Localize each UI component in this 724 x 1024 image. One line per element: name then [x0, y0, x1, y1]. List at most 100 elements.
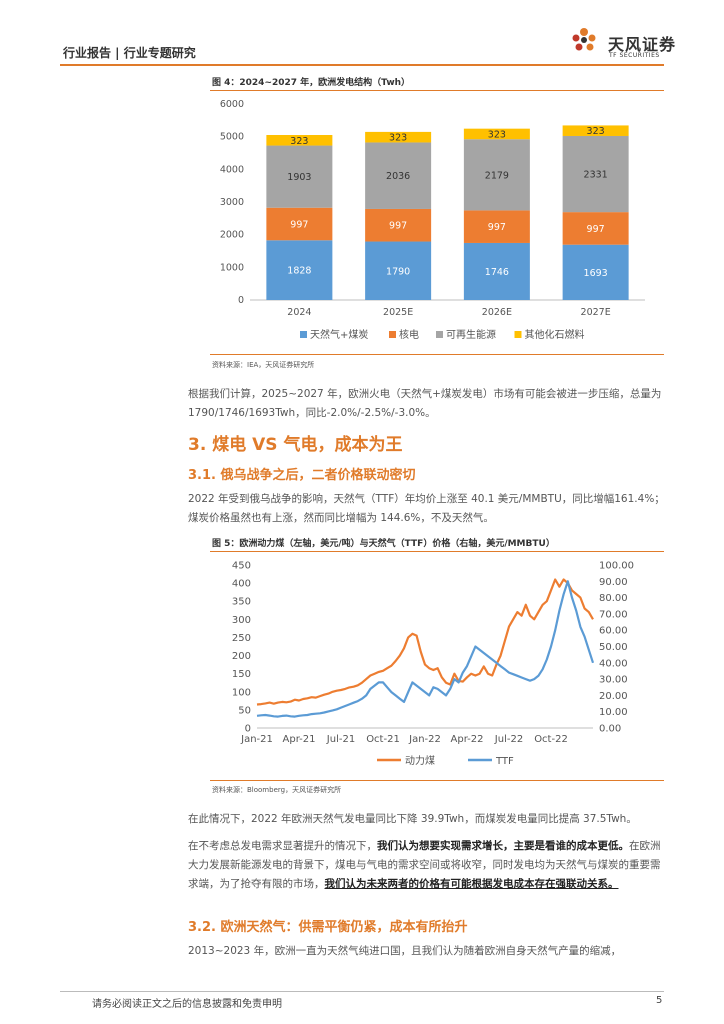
bar-segment	[463, 210, 530, 243]
left-tick-label: 100	[232, 687, 251, 698]
right-tick-label: 20.00	[599, 691, 628, 702]
left-tick-label: 50	[238, 705, 251, 716]
p4-part-a: 在不考虑总发电需求显著提升的情况下，	[188, 840, 377, 852]
legend-swatch	[436, 331, 443, 338]
right-tick-label: 40.00	[599, 658, 628, 669]
data-label: 1903	[287, 172, 311, 183]
series-line-ttf	[256, 580, 595, 718]
left-tick-label: 150	[232, 669, 251, 680]
logo-cn-text: 天风证券	[608, 35, 677, 54]
footer-disclaimer: 请务必阅读正文之后的信息披露和免责申明	[92, 999, 282, 1010]
right-tick-label: 10.00	[599, 707, 628, 718]
x-tick-label: Oct-21	[366, 734, 400, 745]
legend-label: TTF	[495, 756, 514, 767]
data-label: 1790	[386, 266, 410, 277]
bar-segment	[266, 135, 333, 146]
y-tick-label: 3000	[220, 197, 244, 208]
header-divider	[60, 64, 664, 66]
x-tick-label: Apr-22	[451, 734, 484, 745]
left-tick-label: 300	[232, 615, 251, 626]
bar-segment	[365, 142, 432, 209]
bar-segment	[562, 212, 629, 245]
x-tick-label: 2025E	[383, 307, 413, 318]
legend-label: 其他化石燃料	[525, 328, 585, 341]
p4-part-b: 我们认为想要实现需求增长，主要是看谁的成本更低。	[377, 840, 629, 852]
fig4-source: 资料来源：IEA，天风证券研究所	[212, 361, 315, 369]
data-label: 2331	[584, 170, 608, 181]
legend-label: 天然气+煤炭	[310, 328, 368, 341]
legend-label: 核电	[399, 328, 419, 341]
p4-part-c: 在欧洲大力发展新能源发电的背景下，煤电与气电的需求空间或将收窄，同时发电均为天然…	[188, 840, 661, 890]
data-label: 1746	[485, 267, 509, 278]
y-tick-label: 5000	[220, 132, 244, 143]
bar-segment	[266, 207, 333, 241]
x-tick-label: Jul-22	[494, 734, 523, 745]
paragraph-1: 根据我们计算，2025~2027 年，欧洲火电（天然气+煤炭发电）市场有可能会被…	[188, 388, 662, 419]
x-tick-label: Jan-21	[240, 734, 273, 745]
bar-segment	[463, 128, 530, 140]
right-tick-label: 30.00	[599, 675, 628, 686]
bar-segment	[365, 208, 432, 242]
page-number: 5	[656, 995, 663, 1006]
subsection-heading-3-2: 3.2. 欧洲天然气：供需平衡仍紧，成本有所抬升	[188, 920, 468, 935]
left-tick-label: 200	[232, 651, 251, 662]
data-label: 1828	[287, 266, 311, 277]
x-tick-label: 2026E	[482, 307, 512, 318]
right-tick-label: 0.00	[599, 724, 621, 735]
right-tick-label: 50.00	[599, 642, 628, 653]
data-label: 323	[488, 129, 506, 140]
bar-segment	[463, 139, 530, 211]
p4-part-d: 我们认为未来两者的价格有可能根据发电成本存在强联动关系。	[324, 878, 619, 890]
left-tick-label: 0	[245, 724, 251, 735]
fig4-title: 图 4：2024~2027 年，欧洲发电结构（Twh）	[212, 78, 411, 88]
logo-en-text: TF SECURITIES	[609, 52, 660, 59]
paragraph-5: 2013~2023 年，欧洲一直为天然气纯进口国，且我们认为随着欧洲自身天然气产…	[188, 945, 622, 957]
data-label: 323	[290, 136, 308, 147]
data-label: 323	[587, 126, 605, 137]
bar-segment	[463, 242, 530, 300]
bar-segment	[562, 135, 629, 213]
fig5-top-rule	[210, 551, 664, 552]
subsection-heading-3-1: 3.1. 俄乌战争之后，二者价格联动密切	[188, 468, 416, 483]
data-label: 997	[587, 224, 605, 235]
right-tick-label: 100.00	[599, 561, 634, 572]
data-label: 997	[290, 220, 308, 231]
x-tick-label: 2024	[287, 307, 311, 318]
data-label: 2179	[485, 170, 509, 181]
bar-segment	[562, 125, 629, 136]
paragraph-3: 在此情况下，2022 年欧洲天然气发电量同比下降 39.9Twh，而煤炭发电量同…	[188, 813, 637, 825]
legend-swatch	[300, 331, 307, 338]
power-structure-chart: 0 1000 2000 3000 4000 5000 6000 1828 997 1903 323 2…	[220, 99, 645, 341]
bar-segment	[365, 131, 432, 143]
footer-divider	[60, 991, 664, 992]
right-tick-label: 70.00	[599, 609, 628, 620]
fig4-bottom-rule	[210, 354, 664, 355]
x-tick-label: Apr-21	[283, 734, 316, 745]
y-tick-label: 2000	[220, 230, 244, 241]
y-tick-label: 6000	[220, 99, 244, 110]
left-tick-label: 400	[232, 579, 251, 590]
right-tick-label: 60.00	[599, 626, 628, 637]
legend-swatch	[389, 331, 396, 338]
fig5-bottom-rule	[210, 780, 664, 781]
legend-label: 可再生能源	[446, 328, 496, 341]
paragraph-2: 2022 年受到俄乌战争的影响，天然气（TTF）年均价上涨至 40.1 美元/M…	[188, 493, 665, 524]
coal-ttf-price-chart: 0 50 100 150 200 250 300 350 400 450 0.00 10.00 20.0…	[232, 561, 634, 768]
x-tick-label: 2027E	[581, 307, 611, 318]
bar-segment	[266, 240, 333, 300]
right-tick-label: 90.00	[599, 577, 628, 588]
section-heading-3: 3. 煤电 VS 气电，成本为王	[188, 435, 403, 455]
left-tick-label: 450	[232, 561, 251, 572]
paragraph-4: 在不考虑总发电需求显著提升的情况下，我们认为想要实现需求增长，主要是看谁的成本更…	[188, 837, 666, 894]
fig5-title: 图 5：欧洲动力煤（左轴，美元/吨）与天然气（TTF）价格（右轴，美元/MMBT…	[212, 539, 555, 549]
legend-swatch	[514, 331, 522, 338]
series-line-coal	[256, 578, 594, 706]
left-tick-label: 250	[232, 633, 251, 644]
bar-segment	[562, 244, 629, 300]
legend-label: 动力煤	[405, 754, 435, 767]
bar-segment	[266, 145, 333, 208]
data-label: 2036	[386, 171, 410, 182]
left-tick-label: 350	[232, 597, 251, 608]
data-label: 1693	[584, 268, 608, 279]
fig4-top-rule	[210, 90, 664, 91]
